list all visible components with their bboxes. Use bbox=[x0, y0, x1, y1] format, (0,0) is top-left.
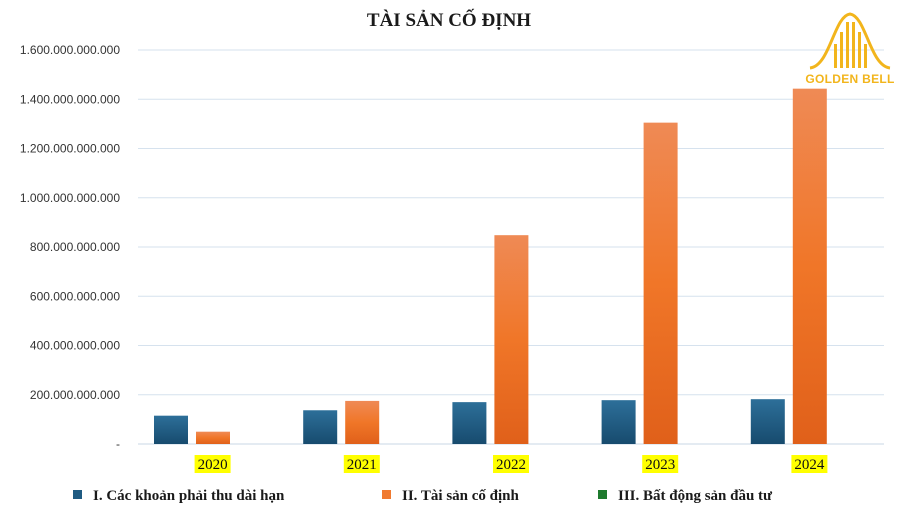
x-tick-highlight bbox=[642, 455, 679, 473]
y-tick-label: 1.200.000.000.000 bbox=[20, 142, 120, 156]
legend-label: I. Các khoản phải thu dài hạn bbox=[93, 488, 285, 504]
bar-2-2022 bbox=[494, 235, 529, 444]
bar-2-2021 bbox=[345, 400, 380, 444]
legend-swatch bbox=[73, 490, 82, 499]
bell-curve-icon bbox=[809, 12, 891, 70]
legend-label: III. Bất động sản đầu tư bbox=[618, 488, 773, 504]
logo-text: GOLDEN BELL bbox=[805, 72, 895, 86]
x-tick-label: 2024 bbox=[794, 457, 825, 473]
chart-title: TÀI SẢN CỐ ĐỊNH bbox=[366, 10, 532, 31]
y-tick-label: 1.600.000.000.000 bbox=[20, 43, 120, 57]
y-axis: - 200.000.000.000 400.000.000.000 600.000.0… bbox=[20, 43, 120, 451]
golden-bell-logo: GOLDEN BELL bbox=[804, 6, 896, 90]
x-tick-highlight bbox=[493, 455, 529, 473]
y-tick-label: 400.000.000.000 bbox=[30, 339, 120, 353]
bar-1-2022 bbox=[452, 402, 487, 444]
x-tick-label: 2021 bbox=[347, 457, 377, 473]
bar-1-2024 bbox=[750, 399, 785, 444]
legend: I. Các khoản phải thu dài hạn II. Tài sản… bbox=[73, 488, 773, 504]
x-tick-label: 2022 bbox=[496, 457, 526, 473]
y-tick-label: 1.400.000.000.000 bbox=[20, 92, 120, 106]
legend-swatch bbox=[598, 490, 607, 499]
legend-label: II. Tài sản cố định bbox=[402, 488, 520, 504]
bar-2-2020 bbox=[196, 431, 230, 444]
bar-2-2024 bbox=[792, 88, 827, 444]
x-tick-highlight bbox=[194, 455, 231, 473]
y-tick-label: - bbox=[116, 437, 120, 451]
bar-1-2020 bbox=[154, 415, 188, 444]
legend-swatch bbox=[382, 490, 391, 499]
bar-2-2023 bbox=[643, 122, 678, 445]
bars bbox=[154, 88, 827, 445]
y-tick-label: 200.000.000.000 bbox=[30, 388, 120, 402]
x-axis: 2020 2021 2022 2023 2024 bbox=[194, 455, 828, 473]
x-tick-highlight bbox=[791, 455, 828, 473]
x-tick-label: 2020 bbox=[198, 457, 228, 473]
y-tick-label: 800.000.000.000 bbox=[30, 240, 120, 254]
bar-1-2021 bbox=[303, 410, 338, 444]
y-tick-label: 600.000.000.000 bbox=[30, 289, 120, 303]
x-tick-highlight bbox=[343, 455, 380, 473]
y-tick-label: 1.000.000.000.000 bbox=[20, 191, 120, 205]
x-tick-label: 2023 bbox=[645, 457, 675, 473]
bar-1-2023 bbox=[601, 400, 636, 444]
